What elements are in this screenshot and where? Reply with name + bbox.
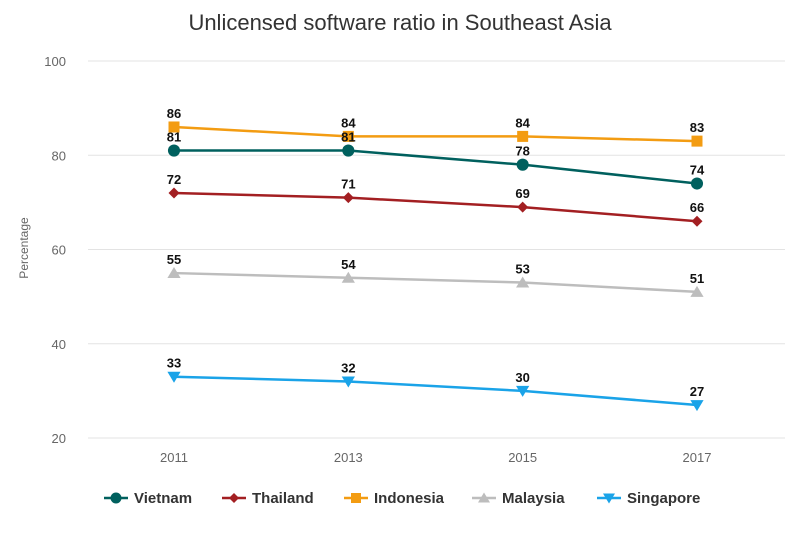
data-point-singapore [167, 371, 181, 383]
x-tick-label: 2013 [334, 450, 363, 465]
data-point-thailand [517, 201, 529, 213]
data-point-singapore [341, 376, 355, 388]
legend-marker-singapore [603, 493, 615, 504]
data-point-vietnam [342, 144, 355, 157]
data-point-vietnam [167, 144, 181, 157]
data-point-vietnam [516, 158, 529, 171]
series-malaysia [167, 267, 704, 297]
data-label-indonesia: 86 [167, 106, 181, 121]
series-line-thailand [173, 191, 698, 223]
y-tick-label: 100 [44, 54, 66, 69]
x-tick-label: 2011 [160, 450, 188, 465]
data-point-indonesia [517, 130, 529, 142]
data-point-malaysia [516, 276, 530, 288]
data-point-indonesia [342, 130, 354, 142]
x-tick-label: 2015 [508, 450, 537, 465]
series [167, 121, 704, 412]
series-singapore [167, 371, 704, 412]
data-label-malaysia: 53 [515, 261, 529, 276]
y-axis-label: Percentage [17, 217, 31, 279]
legend-label-indonesia: Indonesia [374, 490, 445, 507]
y-tick-label: 80 [52, 148, 66, 163]
legend-label-singapore: Singapore [627, 490, 700, 507]
data-label-vietnam: 81 [167, 130, 181, 145]
legend-item-vietnam: Vietnam [104, 490, 192, 507]
data-label-indonesia: 84 [515, 115, 530, 130]
legend-item-singapore: Singapore [597, 490, 700, 507]
data-point-thailand [691, 215, 703, 227]
data-point-malaysia [690, 285, 704, 297]
data-label-malaysia: 51 [690, 271, 704, 286]
legend-label-vietnam: Vietnam [134, 490, 192, 507]
legend-item-thailand: Thailand [222, 490, 314, 507]
y-tick-label: 20 [52, 431, 66, 446]
data-label-indonesia: 83 [690, 120, 704, 135]
data-label-malaysia: 54 [341, 257, 356, 272]
data-point-thailand [168, 187, 180, 199]
gridlines [88, 60, 785, 439]
data-label-thailand: 72 [167, 172, 181, 187]
legend-marker-indonesia [351, 493, 361, 503]
legend-label-thailand: Thailand [252, 490, 314, 507]
series-line-singapore [173, 375, 698, 407]
data-point-thailand [342, 192, 354, 204]
data-point-singapore [516, 385, 530, 397]
legend-marker-vietnam [110, 492, 122, 504]
y-tick-label: 40 [52, 337, 66, 352]
legend-label-malaysia: Malaysia [502, 490, 565, 507]
data-label-thailand: 69 [515, 186, 529, 201]
data-label-singapore: 32 [341, 360, 355, 375]
data-point-singapore [690, 400, 704, 412]
series-line-malaysia [173, 271, 698, 294]
chart-title: Unlicensed software ratio in Southeast A… [188, 10, 612, 35]
legend-marker-malaysia [478, 492, 490, 503]
data-label-vietnam: 78 [515, 144, 529, 159]
y-tick-label: 60 [52, 243, 66, 258]
legend: Vietnam Thailand Indonesia Malaysia Singapor… [104, 490, 700, 507]
data-label-thailand: 66 [690, 200, 704, 215]
legend-item-indonesia: Indonesia [344, 490, 445, 507]
data-label-malaysia: 55 [167, 252, 181, 267]
legend-marker-thailand [229, 493, 239, 503]
data-label-indonesia: 84 [341, 115, 356, 130]
series-vietnam [167, 144, 704, 190]
data-labels: 81 81 78 74 72 71 69 66 86 84 84 83 55 54 53 51 33 32 30 27 [167, 106, 705, 399]
data-point-indonesia [168, 121, 180, 133]
data-point-malaysia [341, 271, 355, 283]
data-point-vietnam [690, 177, 704, 190]
x-tick-label: 2017 [683, 450, 712, 465]
legend-item-malaysia: Malaysia [472, 490, 565, 507]
data-label-singapore: 33 [167, 356, 181, 371]
data-label-singapore: 27 [690, 384, 704, 399]
data-point-malaysia [167, 267, 181, 279]
series-line-indonesia [173, 125, 698, 143]
series-indonesia [168, 121, 703, 147]
data-point-indonesia [691, 135, 703, 147]
data-label-vietnam: 81 [341, 130, 355, 145]
data-label-singapore: 30 [515, 370, 529, 385]
data-label-vietnam: 74 [690, 163, 705, 178]
series-thailand [168, 187, 703, 227]
data-label-thailand: 71 [341, 177, 355, 192]
series-line-vietnam [174, 149, 698, 185]
axes: Percentage 20 40 60 80 100 2011 2013 2015 2017 [17, 54, 711, 465]
